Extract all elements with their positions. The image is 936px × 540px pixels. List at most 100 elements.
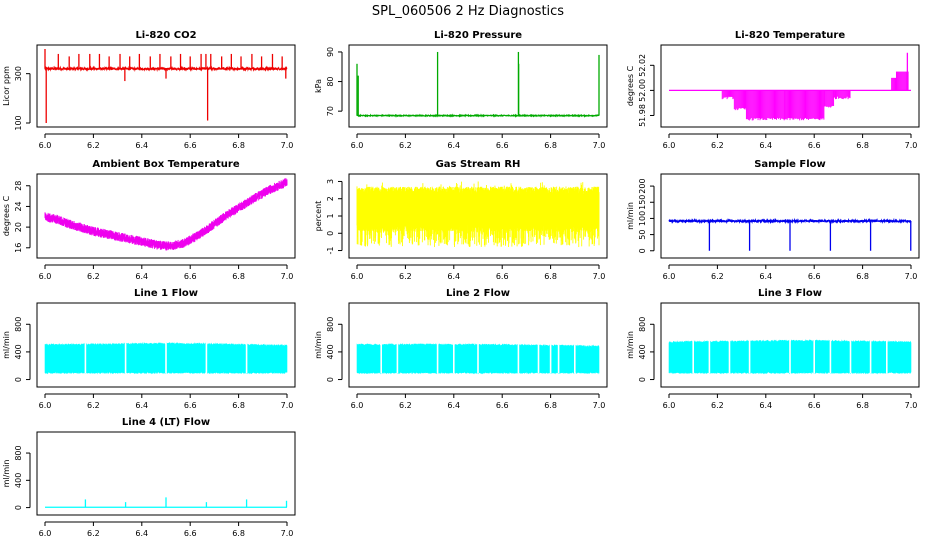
x-tick-label: 6.2 [399, 141, 412, 150]
x-tick-label: 6.0 [351, 272, 364, 281]
x-tick-label: 7.0 [281, 272, 294, 281]
figure-title: SPL_060506 2 Hz Diagnostics [372, 4, 564, 19]
x-tick-label: 6.4 [135, 401, 148, 410]
chart-panel: Ambient Box Temperature degrees C 6.0 6.2 6.… [2, 159, 296, 281]
panel-title: Line 2 Flow [446, 288, 510, 299]
x-tick-label: 6.8 [544, 272, 557, 281]
y-tick-label: 0 [14, 377, 23, 382]
plot-frame [348, 302, 608, 388]
x-tick-label: 6.4 [447, 401, 460, 410]
y-tick-label: 24 [14, 201, 23, 211]
data-series [44, 49, 288, 123]
x-tick-label: 6.0 [351, 141, 364, 150]
x-tick-label: 6.6 [184, 401, 197, 410]
y-tick-label: 50 [638, 230, 647, 240]
x-tick-label: 6.0 [351, 401, 364, 410]
panel-grid: Li-820 CO2 Licor ppm 6.0 6.2 6.4 6.6 6.8 7.0 100… [2, 30, 920, 538]
x-tick-label: 6.4 [447, 272, 460, 281]
y-tick-label: 150 [638, 195, 647, 210]
y-axis-label: ml/min [314, 331, 323, 359]
x-tick-label: 6.6 [184, 141, 197, 150]
y-axis-label: ml/min [626, 331, 635, 359]
chart-panel: Li-820 Temperature degrees C 6.0 6.2 6.4 6.6 6… [626, 30, 920, 150]
data-series [44, 341, 288, 375]
y-tick-label: 100 [638, 211, 647, 226]
x-tick-label: 6.0 [663, 272, 676, 281]
x-tick-label: 6.6 [184, 529, 197, 538]
x-tick-label: 6.8 [232, 141, 245, 150]
x-tick-label: 6.0 [39, 141, 52, 150]
y-tick-label: 52.00 [638, 79, 647, 102]
x-tick-label: 6.0 [39, 529, 52, 538]
x-tick-label: 6.6 [808, 401, 821, 410]
x-tick-label: 6.8 [856, 141, 869, 150]
y-tick-label: 80 [326, 76, 335, 86]
x-tick-label: 6.8 [544, 401, 557, 410]
x-tick-label: 6.6 [496, 401, 509, 410]
chart-panel: Line 1 Flow ml/min 6.0 6.2 6.4 6.6 6.8 7.0 0 400 8… [2, 288, 296, 410]
x-tick-label: 6.2 [399, 272, 412, 281]
x-tick-label: 6.4 [135, 272, 148, 281]
x-tick-label: 6.8 [232, 401, 245, 410]
y-tick-label: 400 [14, 344, 23, 359]
y-axis-label: kPa [314, 79, 323, 93]
x-tick-label: 6.2 [711, 141, 724, 150]
x-tick-label: 7.0 [905, 401, 918, 410]
y-tick-label: 90 [326, 47, 335, 57]
y-axis-label: ml/min [626, 202, 635, 230]
x-tick-label: 7.0 [593, 401, 606, 410]
x-tick-label: 6.4 [135, 141, 148, 150]
panel-title: Li-820 Pressure [434, 30, 522, 41]
y-tick-label: 100 [14, 115, 23, 130]
chart-panel: Sample Flow ml/min 6.0 6.2 6.4 6.6 6.8 7.0 0 50 10… [626, 159, 920, 281]
plot-frame [36, 173, 296, 259]
plot-frame [36, 44, 296, 128]
y-tick-label: 400 [14, 473, 23, 488]
x-tick-label: 7.0 [281, 141, 294, 150]
x-tick-label: 6.8 [232, 529, 245, 538]
data-series [668, 338, 912, 375]
y-tick-label: 2 [326, 196, 335, 201]
plot-frame [36, 431, 296, 516]
x-tick-label: 6.2 [87, 141, 100, 150]
panel-title: Line 3 Flow [758, 288, 822, 299]
x-tick-label: 6.0 [39, 401, 52, 410]
x-tick-label: 6.4 [759, 401, 772, 410]
y-tick-label: 52.02 [638, 54, 647, 77]
y-tick-label: 400 [326, 344, 335, 359]
panel-title: Gas Stream RH [436, 159, 521, 170]
y-tick-label: 16 [14, 243, 23, 253]
panel-title: Line 4 (LT) Flow [122, 417, 210, 428]
plot-frame [348, 44, 608, 128]
x-tick-label: 7.0 [905, 272, 918, 281]
x-tick-label: 7.0 [593, 141, 606, 150]
x-tick-label: 7.0 [281, 529, 294, 538]
x-tick-label: 6.4 [447, 141, 460, 150]
y-tick-label: 800 [14, 445, 23, 460]
y-tick-label: 0 [638, 377, 647, 382]
chart-panel: Line 4 (LT) Flow ml/min 6.0 6.2 6.4 6.6 6.8 7.0… [2, 417, 296, 538]
baseline-trace [356, 113, 600, 118]
x-tick-label: 6.2 [87, 529, 100, 538]
panel-title: Ambient Box Temperature [92, 159, 239, 170]
x-tick-label: 6.8 [856, 401, 869, 410]
plot-frame [348, 173, 608, 259]
chart-panel: Gas Stream RH percent 6.0 6.2 6.4 6.6 6.8 7.0 -1… [314, 159, 608, 281]
y-axis-label: Licor ppm [2, 66, 11, 106]
x-tick-label: 6.2 [711, 401, 724, 410]
data-series [356, 51, 600, 118]
data-series [356, 342, 600, 375]
y-tick-label: -1 [326, 247, 335, 255]
y-tick-label: 0 [326, 231, 335, 236]
chart-panel: Li-820 Pressure kPa 6.0 6.2 6.4 6.6 6.8 7.0 70 80… [314, 30, 608, 150]
x-tick-label: 6.8 [856, 272, 869, 281]
panel-title: Sample Flow [754, 159, 826, 170]
plot-frame [660, 173, 920, 259]
panel-title: Li-820 CO2 [135, 30, 196, 41]
panel-title: Line 1 Flow [134, 288, 198, 299]
x-tick-label: 7.0 [593, 272, 606, 281]
chart-panel: Line 3 Flow ml/min 6.0 6.2 6.4 6.6 6.8 7.0 0 400 8… [626, 288, 920, 410]
x-tick-label: 6.6 [184, 272, 197, 281]
x-tick-label: 6.2 [399, 401, 412, 410]
